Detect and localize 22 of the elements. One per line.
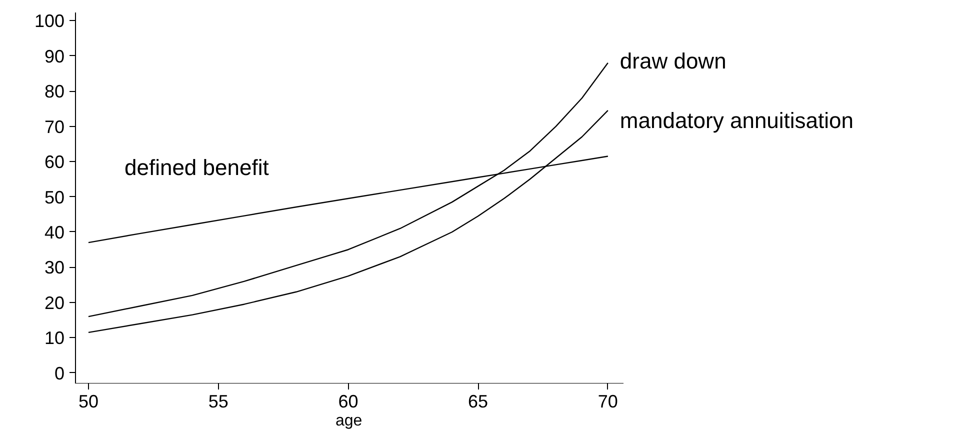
x-tick-label: 50	[78, 392, 99, 412]
y-tick-label: 70	[44, 116, 65, 137]
y-tick-label: 80	[44, 82, 65, 102]
y-tick-label: 10	[44, 328, 65, 348]
y-tick-label: 100	[34, 11, 65, 32]
y-tick-label: 30	[44, 258, 65, 278]
x-tick-label: 60	[338, 392, 358, 412]
series-label: mandatory annuitisation	[620, 108, 854, 133]
y-tick-label: 40	[44, 222, 65, 242]
x-axis-title: age	[336, 412, 362, 430]
y-tick-label: 50	[44, 187, 65, 208]
y-tick-label: 0	[54, 363, 65, 384]
line-series	[88, 110, 609, 334]
y-tick-label: 20	[44, 292, 65, 313]
y-tick-label: 90	[44, 46, 65, 66]
line-series	[88, 62, 609, 318]
x-tick-label: 70	[598, 392, 618, 412]
y-tick-label: 60	[44, 152, 65, 172]
x-tick-label: 55	[208, 392, 228, 412]
x-tick-label: 65	[468, 392, 488, 412]
series-label: draw down	[620, 48, 726, 74]
series-label: defined benefit	[124, 155, 269, 180]
